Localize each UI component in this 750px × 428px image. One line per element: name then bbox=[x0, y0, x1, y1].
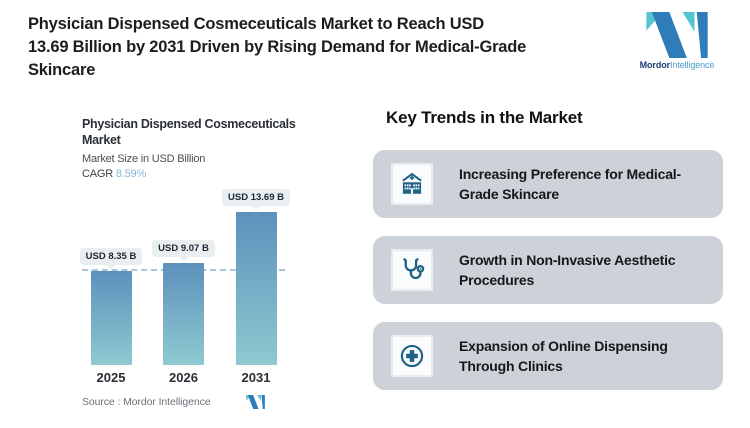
year-label: 2025 bbox=[96, 370, 126, 385]
stethoscope-icon bbox=[399, 257, 425, 283]
chart-subtitle: Market Size in USD Billion bbox=[82, 153, 206, 165]
cagr-label: CAGR bbox=[82, 168, 113, 180]
mordor-intelligence-logo-icon bbox=[630, 12, 724, 58]
market-chart-panel: Physician Dispensed Cosmeceuticals Marke… bbox=[79, 117, 297, 409]
brand-name: MordorIntelligence bbox=[630, 60, 724, 70]
label-tail bbox=[252, 206, 260, 210]
trend-text: Growth in Non-Invasive Aesthetic Procedu… bbox=[459, 252, 676, 288]
bar bbox=[235, 212, 277, 365]
label-tail bbox=[179, 257, 188, 261]
trends-heading: Key Trends in the Market bbox=[386, 108, 583, 127]
chart-plot: USD 8.35 B USD 9.07 B USD 13.69 B bbox=[79, 187, 290, 365]
trend-text: Expansion of Online Dispensing Through C… bbox=[459, 338, 668, 374]
bar-column: USD 8.35 B bbox=[79, 248, 143, 365]
year-label: 2031 bbox=[241, 370, 271, 385]
brand-logo: MordorIntelligence bbox=[630, 12, 724, 70]
source-text: Source : Mordor Intelligence bbox=[82, 396, 211, 408]
trend-cards: Increasing Preference for Medical-Grade … bbox=[373, 150, 723, 390]
bar bbox=[163, 263, 204, 365]
bar-column: USD 9.07 B bbox=[152, 240, 215, 365]
bars-row: USD 8.35 B USD 9.07 B USD 13.69 B bbox=[79, 187, 290, 365]
cagr-value: 8.59% bbox=[115, 168, 147, 180]
cagr-row: CAGR 8.59% bbox=[82, 168, 297, 180]
key-trends-panel: Key Trends in the Market Increasing Pref… bbox=[373, 108, 723, 390]
bar-value-label: USD 9.07 B bbox=[152, 240, 215, 257]
brand-name-light: Intelligence bbox=[670, 60, 715, 70]
trend-card: Increasing Preference for Medical-Grade … bbox=[373, 150, 723, 218]
trend-card: Growth in Non-Invasive Aesthetic Procedu… bbox=[373, 236, 723, 304]
bar-value-label: USD 8.35 B bbox=[79, 248, 143, 265]
source-row: Source : Mordor Intelligence bbox=[82, 395, 285, 409]
brand-name-bold: Mordor bbox=[639, 60, 671, 70]
trend-text: Increasing Preference for Medical-Grade … bbox=[459, 166, 681, 202]
hospital-icon bbox=[399, 171, 425, 197]
label-tail bbox=[107, 265, 115, 269]
source-logo-icon bbox=[246, 395, 265, 409]
bar-column: USD 13.69 B bbox=[222, 189, 290, 365]
medical-cross-icon bbox=[399, 343, 425, 369]
page-title: Physician Dispensed Cosmeceuticals Marke… bbox=[28, 15, 527, 79]
trend-card: Expansion of Online Dispensing Through C… bbox=[373, 322, 723, 390]
trend-icon-box bbox=[391, 163, 433, 205]
trend-icon-box bbox=[391, 249, 433, 291]
bar bbox=[90, 271, 132, 365]
chart-title: Physician Dispensed Cosmeceuticals Marke… bbox=[82, 117, 296, 147]
bar-value-label: USD 13.69 B bbox=[222, 189, 290, 206]
trend-icon-box bbox=[391, 335, 433, 377]
year-label: 2026 bbox=[169, 370, 198, 385]
x-axis-labels: 2025 2026 2031 bbox=[82, 370, 285, 385]
